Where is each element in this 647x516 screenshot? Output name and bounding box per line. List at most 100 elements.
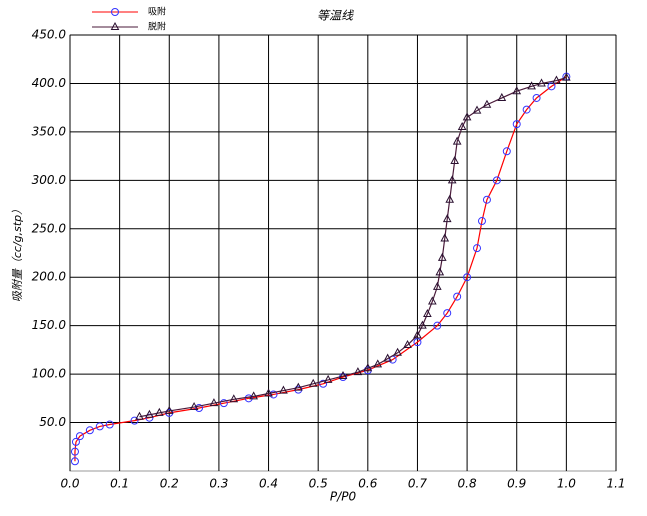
x-tick-label: 1.1 xyxy=(606,477,625,491)
marker xyxy=(75,432,84,441)
marker xyxy=(512,86,522,95)
marker xyxy=(442,214,452,223)
y-tick-label: 300.0 xyxy=(32,173,67,187)
marker xyxy=(323,374,333,383)
marker xyxy=(70,447,79,456)
marker xyxy=(308,378,318,387)
y-tick-label: 450.0 xyxy=(32,28,67,42)
marker xyxy=(552,75,561,84)
marker xyxy=(477,217,486,226)
marker xyxy=(353,367,363,376)
marker xyxy=(319,379,328,388)
marker xyxy=(445,194,455,203)
marker xyxy=(413,330,422,339)
y-tick-label: 150.0 xyxy=(32,318,67,332)
legend-label: 脱附 xyxy=(148,21,166,33)
marker xyxy=(440,233,450,242)
x-tick-label: 0.7 xyxy=(408,477,427,491)
x-tick-label: 0.1 xyxy=(110,477,129,491)
marker xyxy=(155,407,164,416)
x-tick-label: 0.6 xyxy=(358,477,377,491)
y-tick-label: 200.0 xyxy=(32,270,67,284)
marker xyxy=(522,105,531,114)
marker xyxy=(463,273,472,282)
marker xyxy=(562,72,571,81)
y-tick-label: 250.0 xyxy=(32,221,67,235)
marker xyxy=(195,404,204,413)
marker xyxy=(547,82,556,91)
x-tick-label: 0.2 xyxy=(160,477,179,491)
marker xyxy=(85,426,94,435)
marker xyxy=(164,405,174,414)
marker xyxy=(383,353,393,362)
x-tick-label: 0.4 xyxy=(259,477,278,491)
marker xyxy=(269,390,278,399)
marker xyxy=(249,391,258,400)
marker xyxy=(95,422,104,431)
marker xyxy=(209,398,219,407)
marker xyxy=(502,147,511,156)
marker xyxy=(482,99,492,108)
marker xyxy=(418,320,427,329)
marker xyxy=(492,176,501,185)
x-tick-label: 0.8 xyxy=(458,477,477,491)
marker xyxy=(244,394,253,403)
marker xyxy=(413,338,422,347)
x-axis-label: P/P0 xyxy=(330,490,357,504)
y-tick-label: 100.0 xyxy=(32,367,67,381)
marker xyxy=(482,195,491,204)
marker xyxy=(264,388,273,397)
x-tick-label: 0.9 xyxy=(507,477,526,491)
marker xyxy=(428,296,437,305)
marker xyxy=(437,252,447,261)
marker xyxy=(229,394,239,403)
legend-marker xyxy=(110,21,120,30)
marker xyxy=(450,155,460,164)
marker xyxy=(393,347,402,356)
marker xyxy=(432,281,442,290)
marker xyxy=(293,382,303,391)
x-tick-label: 0.3 xyxy=(209,477,228,491)
marker xyxy=(135,411,144,420)
marker xyxy=(532,93,541,102)
marker xyxy=(443,309,452,318)
marker xyxy=(462,112,472,121)
marker xyxy=(453,292,462,301)
marker xyxy=(403,339,412,349)
marker xyxy=(130,416,139,425)
legend-label: 吸附 xyxy=(148,6,166,18)
series-line xyxy=(139,77,567,418)
marker xyxy=(70,457,79,466)
series-line xyxy=(74,76,567,462)
marker xyxy=(189,401,199,411)
marker xyxy=(537,78,546,87)
marker xyxy=(473,244,482,253)
marker xyxy=(512,120,521,129)
marker xyxy=(527,81,536,90)
x-tick-label: 1.0 xyxy=(557,477,576,491)
marker xyxy=(219,399,228,408)
marker xyxy=(457,121,467,131)
marker xyxy=(452,136,462,145)
marker xyxy=(363,363,373,372)
marker xyxy=(145,409,154,418)
marker xyxy=(279,385,288,394)
y-axis-label: 吸附量（cc/g,stp） xyxy=(11,204,24,302)
marker xyxy=(497,92,507,101)
legend-marker xyxy=(111,8,119,16)
marker xyxy=(447,175,457,184)
marker xyxy=(338,370,348,380)
marker xyxy=(435,267,445,276)
y-tick-label: 50.0 xyxy=(39,415,66,429)
chart-title: 等温线 xyxy=(317,9,354,23)
x-tick-label: 0.0 xyxy=(60,477,79,491)
marker xyxy=(373,359,383,368)
x-tick-label: 0.5 xyxy=(309,477,328,491)
marker xyxy=(433,321,442,330)
y-tick-label: 350.0 xyxy=(32,124,67,138)
marker xyxy=(105,420,114,429)
marker xyxy=(423,308,432,318)
marker xyxy=(71,437,80,446)
marker xyxy=(472,105,482,114)
